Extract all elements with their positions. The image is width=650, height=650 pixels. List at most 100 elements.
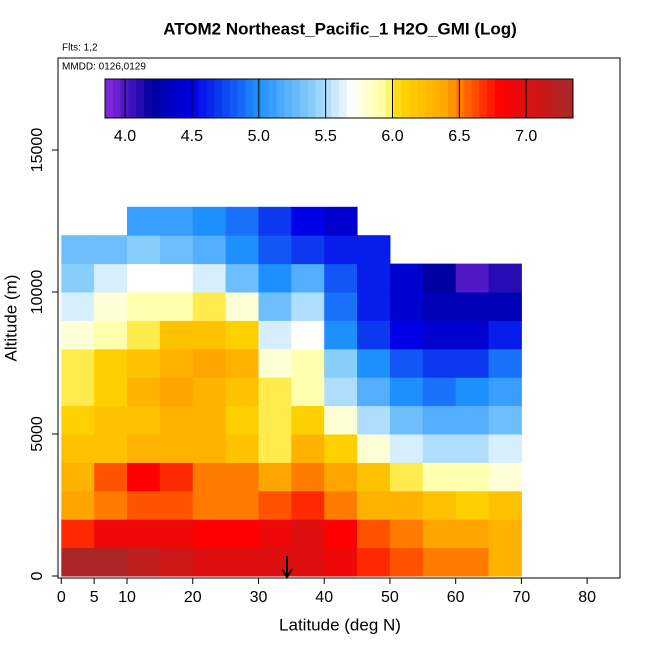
colorbar-swatch: [456, 79, 465, 118]
colorbar-swatch: [479, 79, 488, 118]
heatmap-cell: [192, 320, 227, 350]
colorbar-swatch: [276, 79, 285, 118]
heatmap-cell: [61, 490, 95, 520]
heatmap-cell: [159, 263, 194, 293]
heatmap-cell: [127, 292, 161, 321]
heatmap-cell: [192, 206, 227, 236]
heatmap-cell: [94, 320, 128, 350]
heatmap-cell: [324, 519, 358, 549]
heatmap-cell: [159, 434, 194, 463]
heatmap-cell: [94, 348, 128, 378]
heatmap-cell: [422, 292, 457, 321]
heatmap-cell: [127, 434, 161, 463]
heatmap-cell: [94, 519, 128, 549]
colorbar-swatch: [237, 79, 246, 118]
heatmap-cell: [127, 263, 161, 293]
heatmap-cell: [94, 547, 128, 577]
heatmap-cell: [422, 263, 457, 293]
colorbar-swatch: [151, 79, 161, 118]
colorbar-swatch: [448, 79, 457, 118]
x-axis-label: Latitude (deg N): [279, 615, 401, 634]
heatmap-cell: [159, 377, 194, 407]
colorbar-tick-label: 6.0: [381, 128, 403, 145]
heatmap-cell: [324, 235, 358, 265]
colorbar-swatch: [385, 79, 395, 118]
x-tick-label: 10: [118, 589, 136, 606]
heatmap-cell: [159, 320, 194, 350]
heatmap-cell: [455, 547, 490, 577]
heatmap-cell: [357, 292, 391, 321]
x-tick-label: 60: [447, 589, 465, 606]
x-tick-label: 70: [513, 589, 531, 606]
heatmap-cell: [192, 519, 227, 549]
heatmap-cell: [488, 320, 522, 350]
heatmap-cell: [127, 519, 161, 549]
colorbar-swatch: [331, 79, 340, 118]
heatmap-cell: [455, 519, 490, 549]
heatmap-cell: [61, 377, 95, 407]
colorbar-tick-label: 4.0: [114, 128, 136, 145]
colorbar-swatch: [229, 79, 239, 118]
colorbar-swatch: [112, 79, 122, 118]
heatmap-cell: [357, 348, 391, 378]
y-tick-label: 15000: [29, 128, 46, 173]
annotation: MMDD: 0126,0129: [62, 62, 146, 73]
colorbar-swatch: [370, 79, 379, 118]
colorbar-swatch: [222, 79, 231, 118]
y-axis-label: Altitude (m): [1, 275, 20, 362]
colorbar-swatch: [214, 79, 223, 118]
heatmap-cell: [357, 377, 391, 407]
colorbar-swatch: [268, 79, 278, 118]
heatmap-cell: [127, 320, 161, 350]
heatmap-cell: [357, 490, 391, 520]
heatmap-cell: [258, 348, 292, 378]
x-tick-label: 20: [184, 589, 202, 606]
heatmap-cell: [225, 292, 259, 321]
heatmap-cell: [422, 490, 457, 520]
heatmap-cell: [389, 263, 424, 293]
heatmap-cell: [225, 547, 259, 577]
colorbar-swatch: [526, 79, 535, 118]
colorbar-swatch: [518, 79, 527, 118]
heatmap-cell: [291, 235, 325, 265]
heatmap-cell: [422, 462, 457, 492]
heatmap-cell: [258, 434, 292, 463]
heatmap-cell: [258, 263, 292, 293]
heatmap-cell: [94, 434, 128, 463]
heatmap-cell: [488, 405, 522, 435]
heatmap-cell: [324, 292, 358, 321]
colorbar-swatch: [378, 79, 387, 118]
heatmap-cell: [61, 519, 95, 549]
x-tick-label: 0: [57, 589, 66, 606]
heatmap-cell: [488, 292, 522, 321]
heatmap-cell: [192, 348, 227, 378]
heatmap-cell: [127, 377, 161, 407]
heatmap-cell: [127, 547, 161, 577]
heatmap-cell: [324, 434, 358, 463]
heatmap-cell: [324, 348, 358, 378]
heatmap-cell: [192, 434, 227, 463]
heatmap-cell: [159, 348, 194, 378]
colorbar-swatch: [510, 79, 519, 118]
colorbar-swatch: [261, 79, 270, 118]
heatmap-cell: [455, 292, 490, 321]
heatmap-cell: [225, 320, 259, 350]
heatmap-cell: [61, 263, 95, 293]
colorbar-swatch: [534, 79, 543, 118]
heatmap-cell: [357, 235, 391, 265]
heatmap-cell: [389, 490, 424, 520]
heatmap-cell: [389, 434, 424, 463]
heatmap-cell: [422, 547, 457, 577]
colorbar-swatch: [432, 79, 441, 118]
heatmap-cell: [94, 405, 128, 435]
heatmap-cell: [159, 405, 194, 435]
colorbar-swatch: [502, 79, 512, 118]
heatmap-cell: [192, 235, 227, 265]
heatmap-cell: [258, 490, 292, 520]
heatmap-cell: [291, 292, 325, 321]
heatmap-cell: [291, 547, 325, 577]
heatmap-cell: [61, 235, 95, 265]
x-tick-label: 5: [90, 589, 99, 606]
heatmap-cell: [192, 547, 227, 577]
heatmap-cell: [488, 519, 522, 549]
